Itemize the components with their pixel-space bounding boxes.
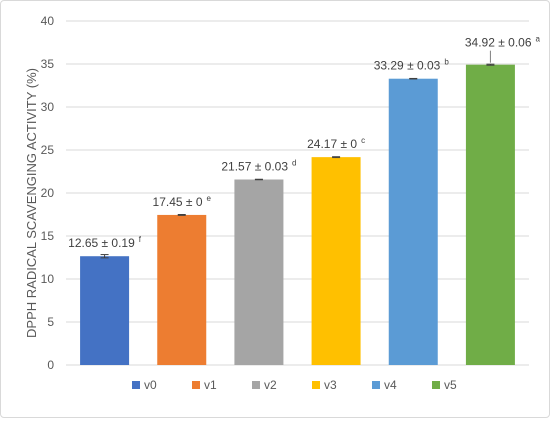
gridlines <box>66 20 529 366</box>
legend-swatch-v5 <box>432 381 440 389</box>
data-label-value: 33.29 ± 0.03 <box>374 59 441 73</box>
data-label-v2: 21.57 ± 0.03 d <box>221 158 296 173</box>
bar-v3 <box>311 157 361 365</box>
y-tick-label: 25 <box>41 143 55 157</box>
y-tick-label: 30 <box>41 100 55 114</box>
data-label-superscript: e <box>207 194 212 203</box>
y-tick-label: 15 <box>41 229 55 243</box>
legend-swatch-v0 <box>132 381 140 389</box>
bar-v1 <box>157 214 207 365</box>
y-tick-label: 5 <box>47 315 54 329</box>
bars <box>80 64 515 366</box>
bar-v4 <box>388 78 438 366</box>
data-label-value: 17.45 ± 0 <box>153 195 203 209</box>
bar-v0 <box>80 256 130 365</box>
legend-label-v4: v4 <box>384 378 397 392</box>
data-label-superscript: b <box>444 58 449 67</box>
data-label-superscript: f <box>139 235 142 244</box>
data-label-v4: 33.29 ± 0.03 b <box>374 58 450 73</box>
data-label-v5: 34.92 ± 0.06 a <box>465 35 541 50</box>
data-label-v3: 24.17 ± 0 c <box>307 136 365 151</box>
data-labels: 12.65 ± 0.19 f 17.45 ± 0 e 21.57 ± 0.03 d 24.1… <box>68 35 540 251</box>
data-label-superscript: a <box>536 35 541 44</box>
legend-label-v2: v2 <box>264 378 277 392</box>
data-label-superscript: d <box>292 158 296 167</box>
legend-swatch-v2 <box>252 381 260 389</box>
error-bars <box>100 63 495 259</box>
data-label-value: 34.92 ± 0.06 <box>465 36 532 50</box>
y-tick-label: 20 <box>41 186 55 200</box>
legend-swatch-v3 <box>312 381 320 389</box>
data-label-superscript: c <box>361 136 365 145</box>
data-label-v0: 12.65 ± 0.19 f <box>68 235 142 250</box>
y-tick-label: 0 <box>47 358 54 372</box>
legend: v0 v1 v2 v3 v4 v5 <box>132 378 457 392</box>
data-label-value: 21.57 ± 0.03 <box>221 159 288 173</box>
bar-v5 <box>465 64 515 366</box>
y-axis-label: DPPH RADICAL SCAVENGING ACTIVITY (%) <box>24 68 39 338</box>
y-tick-label: 35 <box>41 57 55 71</box>
legend-label-v5: v5 <box>444 378 457 392</box>
data-label-v1: 17.45 ± 0 e <box>153 194 212 209</box>
legend-label-v0: v0 <box>144 378 157 392</box>
data-label-value: 24.17 ± 0 <box>307 137 357 151</box>
y-tick-label: 10 <box>41 272 55 286</box>
bar-v2 <box>234 179 284 365</box>
data-label-value: 12.65 ± 0.19 <box>68 236 135 250</box>
legend-swatch-v1 <box>192 381 200 389</box>
legend-label-v1: v1 <box>204 378 217 392</box>
y-axis-ticks: 0 5 10 15 20 25 30 35 40 <box>41 14 55 372</box>
legend-label-v3: v3 <box>324 378 337 392</box>
y-tick-label: 40 <box>41 14 55 28</box>
legend-swatch-v4 <box>372 381 380 389</box>
